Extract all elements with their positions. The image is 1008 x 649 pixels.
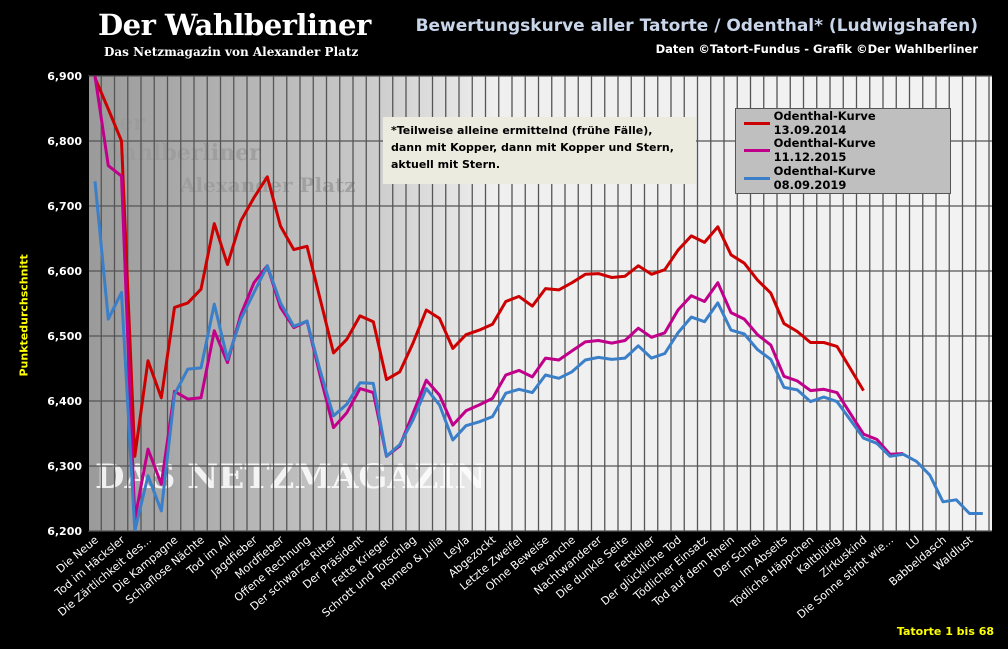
- chart-title: Bewertungskurve aller Tatorte / Odenthal…: [415, 16, 978, 36]
- brand-subtitle: Das Netzmagazin von Alexander Platz: [104, 45, 359, 59]
- series-line-1: [93, 77, 865, 458]
- y-tick-label: 6,600: [47, 265, 82, 278]
- x-tick-label: LU: [904, 533, 923, 552]
- y-tick-label: 6,800: [47, 135, 82, 148]
- y-tick-label: 6,900: [47, 70, 82, 83]
- legend-label: Odenthal-Kurve 11.12.2015: [773, 136, 876, 164]
- legend-swatch: [744, 121, 770, 125]
- y-tick-label: 6,500: [47, 330, 82, 343]
- note-line: aktuell mit Stern.: [391, 158, 501, 171]
- legend: Odenthal-Kurve 13.09.2014 Odenthal-Kurve…: [735, 108, 951, 194]
- brand-logo: Der Wahlberliner: [98, 8, 371, 42]
- legend-item: Odenthal-Kurve 13.09.2014: [744, 109, 950, 137]
- watermark-text: Der: [100, 110, 145, 136]
- legend-swatch: [744, 176, 770, 180]
- legend-swatch: [744, 148, 770, 152]
- legend-item: Odenthal-Kurve 11.12.2015: [744, 136, 950, 164]
- legend-label: Odenthal-Kurve 13.09.2014: [773, 109, 876, 137]
- annotation-box: *Teilweise alleine ermittelnd (frühe Fäl…: [383, 117, 696, 184]
- legend-label: Odenthal-Kurve 08.09.2019: [773, 164, 876, 192]
- legend-item: Odenthal-Kurve 08.09.2019: [744, 164, 950, 192]
- y-axis-label: Punktedurchschnitt: [17, 254, 31, 377]
- chart-subtitle: Daten ©Tatort-Fundus - Grafik ©Der Wahlb…: [655, 42, 978, 56]
- note-line: dann mit Kopper, dann mit Kopper und Ste…: [391, 141, 674, 154]
- y-tick-label: 6,200: [47, 525, 82, 538]
- y-tick-label: 6,700: [47, 200, 82, 213]
- series-line-3: [93, 181, 983, 531]
- y-tick-label: 6,300: [47, 460, 82, 473]
- note-line: *Teilweise alleine ermittelnd (frühe Fäl…: [391, 124, 653, 137]
- y-tick-label: 6,400: [47, 395, 82, 408]
- x-axis-label: Tatorte 1 bis 68: [896, 625, 994, 638]
